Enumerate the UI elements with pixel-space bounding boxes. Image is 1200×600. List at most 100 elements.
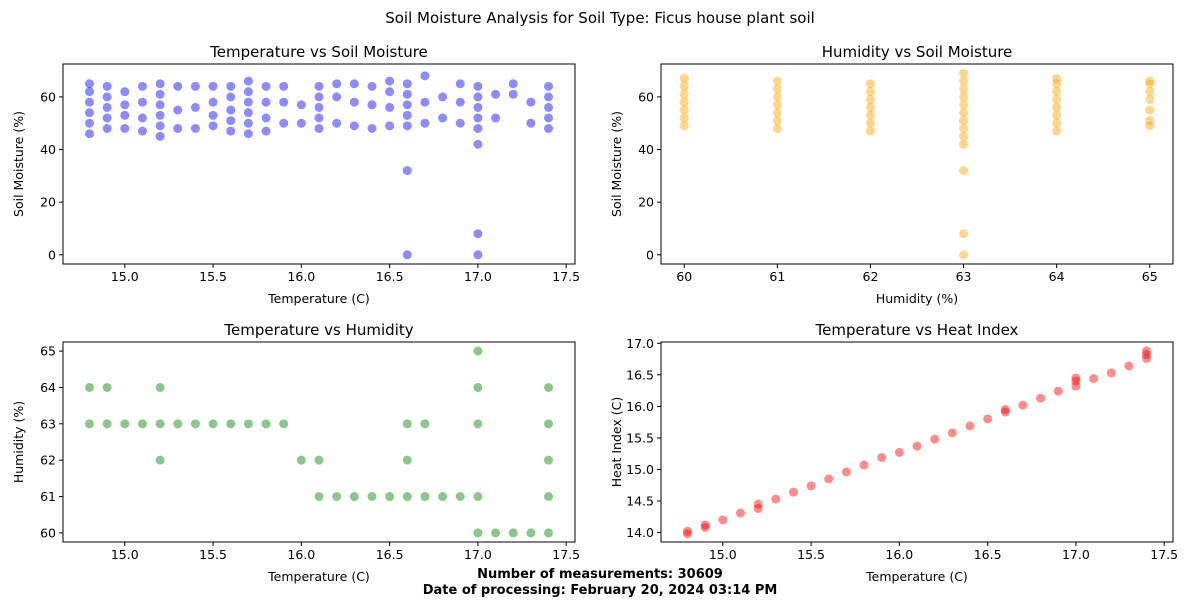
data-point xyxy=(314,81,324,91)
data-point xyxy=(243,97,253,107)
humidity-vs-soil-moisture-title: Humidity vs Soil Moisture xyxy=(822,43,1013,61)
data-point xyxy=(438,92,448,102)
humidity-vs-soil-moisture-axes-frame xyxy=(660,63,1174,265)
data-point xyxy=(226,81,236,91)
y-tick-label: 20 xyxy=(638,195,654,210)
data-point xyxy=(1145,76,1155,86)
temperature-vs-heat-index-x-axis-label: Temperature (C) xyxy=(865,569,968,584)
data-point xyxy=(155,110,165,120)
data-point xyxy=(155,455,165,465)
data-point xyxy=(102,102,112,112)
data-point xyxy=(772,108,782,118)
data-point xyxy=(930,434,940,444)
data-point xyxy=(772,116,782,126)
data-point xyxy=(679,105,689,115)
temperature-vs-heat-index-plot: 15.0 15.5 16.0 16.5 17.0 17.5 14.0 14.5 15.0 15.5… xyxy=(609,321,1178,584)
data-point xyxy=(865,95,875,105)
data-point xyxy=(1106,368,1116,378)
data-point xyxy=(544,419,554,429)
data-point xyxy=(1052,87,1062,97)
temperature-vs-soil-moisture-axes-frame xyxy=(62,63,576,265)
data-point xyxy=(208,97,218,107)
data-point xyxy=(208,110,218,120)
data-point xyxy=(173,81,183,91)
data-point xyxy=(1052,102,1062,112)
data-point xyxy=(155,382,165,392)
data-point xyxy=(385,76,395,86)
data-point xyxy=(508,89,518,99)
data-point xyxy=(226,105,236,115)
data-point xyxy=(679,121,689,131)
data-point xyxy=(314,92,324,102)
data-point xyxy=(491,89,501,99)
data-point xyxy=(190,123,200,133)
y-tick-label: 15.5 xyxy=(626,430,654,445)
data-point xyxy=(959,92,969,102)
data-point xyxy=(349,492,359,502)
data-point xyxy=(296,118,306,128)
temperature-vs-soil-moisture-x-axis-label: Temperature (C) xyxy=(267,291,370,306)
data-point xyxy=(261,126,271,136)
data-point xyxy=(1071,381,1081,391)
data-point xyxy=(314,123,324,133)
data-point xyxy=(420,97,430,107)
data-point xyxy=(1052,126,1062,136)
data-point xyxy=(772,123,782,133)
data-point xyxy=(208,121,218,131)
x-tick-label: 61 xyxy=(769,269,785,284)
data-point xyxy=(243,76,253,86)
data-point xyxy=(473,113,483,123)
data-point xyxy=(1145,121,1155,131)
x-tick-label: 16.0 xyxy=(885,547,913,562)
data-point xyxy=(84,382,94,392)
data-point xyxy=(349,121,359,131)
data-point xyxy=(1071,376,1081,386)
data-point xyxy=(279,97,289,107)
data-point xyxy=(208,419,218,429)
data-point xyxy=(473,250,483,260)
data-point xyxy=(243,129,253,139)
x-tick-label: 15.0 xyxy=(111,547,139,562)
temperature-vs-soil-moisture-y-axis-label: Soil Moisture (%) xyxy=(11,111,26,217)
data-point xyxy=(508,79,518,89)
y-tick-label: 40 xyxy=(638,142,654,157)
data-point xyxy=(959,100,969,110)
x-tick-label: 16.5 xyxy=(974,547,1002,562)
processing-date: Date of processing: February 20, 2024 03… xyxy=(422,583,778,598)
data-point xyxy=(735,508,745,518)
data-point xyxy=(120,419,130,429)
data-point xyxy=(137,419,147,429)
data-point xyxy=(841,467,851,477)
x-tick-label: 15.5 xyxy=(199,547,227,562)
data-point xyxy=(544,492,554,502)
data-point xyxy=(120,110,130,120)
data-point xyxy=(544,455,554,465)
data-point xyxy=(544,382,554,392)
data-point xyxy=(526,118,536,128)
x-tick-label: 16.5 xyxy=(376,547,404,562)
data-point xyxy=(824,474,834,484)
y-tick-label: 0 xyxy=(48,247,56,262)
data-point xyxy=(959,76,969,86)
data-point xyxy=(455,79,465,89)
data-point xyxy=(243,419,253,429)
data-point xyxy=(120,123,130,133)
x-tick-label: 16.0 xyxy=(287,269,315,284)
data-point xyxy=(155,100,165,110)
data-point xyxy=(679,73,689,83)
data-point xyxy=(402,492,412,502)
data-point xyxy=(473,346,483,356)
y-tick-label: 14.5 xyxy=(626,493,654,508)
y-tick-label: 17.0 xyxy=(626,336,654,351)
data-point xyxy=(806,481,816,491)
data-point xyxy=(473,382,483,392)
data-point xyxy=(772,76,782,86)
y-tick-label: 14.0 xyxy=(626,525,654,540)
data-point xyxy=(279,118,289,128)
humidity-vs-soil-moisture-x-axis-label: Humidity (%) xyxy=(876,291,958,306)
x-tick-label: 16.5 xyxy=(376,269,404,284)
x-tick-label: 62 xyxy=(863,269,879,284)
data-point xyxy=(491,113,501,123)
data-point xyxy=(959,139,969,149)
